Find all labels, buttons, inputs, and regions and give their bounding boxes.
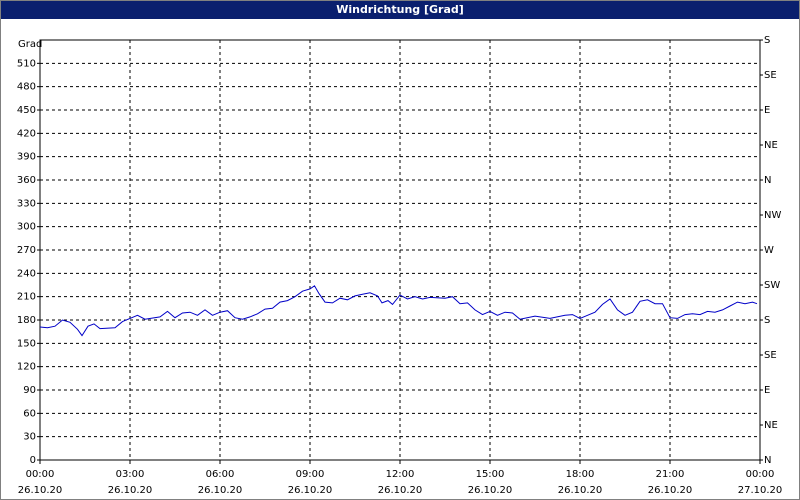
x-tick-date: 26.10.20 bbox=[18, 485, 63, 496]
y2-tick-label: N bbox=[764, 175, 771, 186]
y-tick-label: 510 bbox=[17, 58, 36, 69]
x-tick-label: 03:00 bbox=[116, 469, 145, 480]
y-axis-label: Grad bbox=[18, 39, 42, 50]
y2-tick-label: E bbox=[764, 385, 770, 396]
y2-tick-label: NW bbox=[764, 210, 781, 221]
x-tick-label: 00:00 bbox=[746, 469, 775, 480]
y-tick-label: 30 bbox=[23, 432, 36, 443]
y2-tick-label: W bbox=[764, 245, 774, 256]
x-tick-date: 26.10.20 bbox=[648, 485, 693, 496]
y2-tick-label: NE bbox=[764, 140, 778, 151]
y-tick-label: 420 bbox=[17, 128, 36, 139]
x-tick-label: 12:00 bbox=[386, 469, 415, 480]
y-tick-label: 210 bbox=[17, 292, 36, 303]
x-tick-label: 06:00 bbox=[206, 469, 235, 480]
x-tick-date: 27.10.20 bbox=[738, 485, 783, 496]
y-tick-label: 150 bbox=[17, 338, 36, 349]
y-tick-label: 180 bbox=[17, 315, 36, 326]
x-tick-label: 21:00 bbox=[656, 469, 685, 480]
y2-tick-label: NE bbox=[764, 420, 778, 431]
title-bar: Windrichtung [Grad] bbox=[1, 1, 799, 19]
x-tick-date: 26.10.20 bbox=[558, 485, 603, 496]
y2-tick-label: SE bbox=[764, 350, 777, 361]
x-tick-date: 26.10.20 bbox=[468, 485, 513, 496]
x-tick-date: 26.10.20 bbox=[288, 485, 333, 496]
x-tick-label: 15:00 bbox=[476, 469, 505, 480]
y-tick-label: 60 bbox=[23, 408, 36, 419]
y-tick-label: 480 bbox=[17, 82, 36, 93]
y2-tick-label: S bbox=[764, 315, 770, 326]
x-tick-label: 18:00 bbox=[566, 469, 595, 480]
y-tick-label: 270 bbox=[17, 245, 36, 256]
y2-tick-label: N bbox=[764, 455, 771, 466]
y-tick-label: 300 bbox=[17, 222, 36, 233]
y-tick-label: 0 bbox=[30, 455, 36, 466]
x-tick-label: 00:00 bbox=[26, 469, 55, 480]
x-tick-date: 26.10.20 bbox=[378, 485, 423, 496]
y-tick-label: 390 bbox=[17, 152, 36, 163]
y2-tick-label: E bbox=[764, 105, 770, 116]
y-tick-label: 120 bbox=[17, 362, 36, 373]
y2-tick-label: SE bbox=[764, 70, 777, 81]
y-tick-label: 240 bbox=[17, 268, 36, 279]
y-tick-label: 450 bbox=[17, 105, 36, 116]
plot-frame bbox=[39, 39, 761, 461]
x-tick-date: 26.10.20 bbox=[198, 485, 243, 496]
x-tick-label: 09:00 bbox=[296, 469, 325, 480]
y-tick-label: 330 bbox=[17, 198, 36, 209]
y-tick-label: 90 bbox=[23, 385, 36, 396]
data-line bbox=[39, 285, 758, 337]
y-tick-label: 360 bbox=[17, 175, 36, 186]
y2-tick-label: SW bbox=[764, 280, 780, 291]
x-tick-date: 26.10.20 bbox=[108, 485, 153, 496]
y2-tick-label: S bbox=[764, 35, 770, 46]
